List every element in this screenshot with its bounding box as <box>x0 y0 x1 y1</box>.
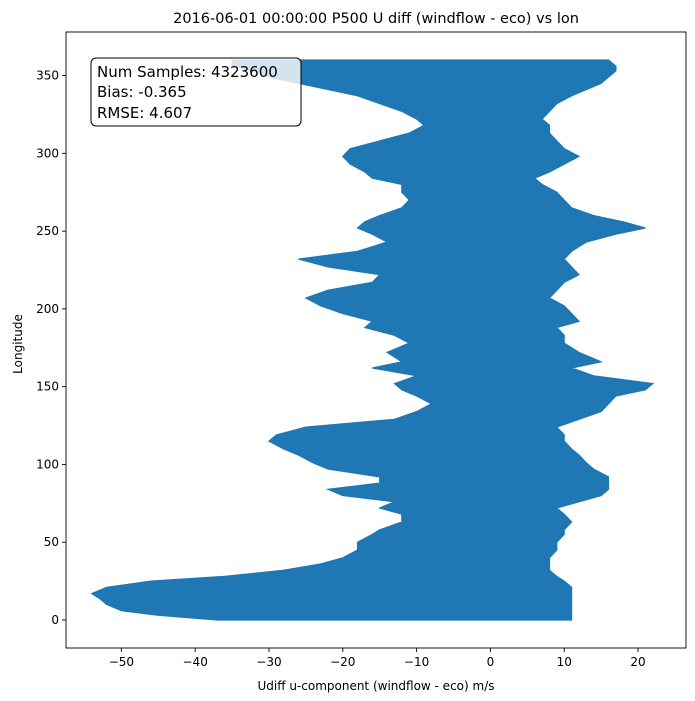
y-tick-label: 300 <box>36 146 59 160</box>
x-axis-label: Udiff u-component (windflow - eco) m/s <box>258 679 495 693</box>
y-axis-label: Longitude <box>11 314 25 374</box>
y-tick-label: 50 <box>44 535 59 549</box>
y-tick-label: 350 <box>36 69 59 83</box>
x-tick-label: −40 <box>183 655 208 669</box>
y-tick-label: 200 <box>36 302 59 316</box>
x-tick-label: −20 <box>330 655 355 669</box>
stats-rmse: RMSE: 4.607 <box>97 104 192 122</box>
chart-title: 2016-06-01 00:00:00 P500 U diff (windflo… <box>173 11 579 27</box>
axes-frame <box>65 31 687 649</box>
stats-bias: Bias: -0.365 <box>97 83 187 101</box>
x-tick-label: 20 <box>630 655 645 669</box>
plot-area: −50 −40 −30 −20 −10 0 10 20 0 50 100 150 200 250 300 3… <box>36 31 687 669</box>
stats-num-samples: Num Samples: 4323600 <box>97 63 278 81</box>
x-tick-label: 10 <box>557 655 572 669</box>
y-tick-label: 250 <box>36 224 59 238</box>
y-axis-ticks: 0 50 100 150 200 250 300 350 <box>36 69 66 627</box>
x-tick-label: −50 <box>109 655 134 669</box>
stats-box-frame <box>90 57 302 127</box>
y-tick-label: 150 <box>36 380 59 394</box>
x-tick-label: 0 <box>487 655 495 669</box>
y-tick-label: 100 <box>36 457 59 471</box>
y-tick-label: 0 <box>51 613 59 627</box>
x-tick-label: −10 <box>404 655 429 669</box>
x-axis-ticks: −50 −40 −30 −20 −10 0 10 20 <box>109 648 646 669</box>
x-tick-label: −30 <box>256 655 281 669</box>
stats-box: Num Samples: 4323600 Bias: -0.365 RMSE: … <box>90 57 302 127</box>
